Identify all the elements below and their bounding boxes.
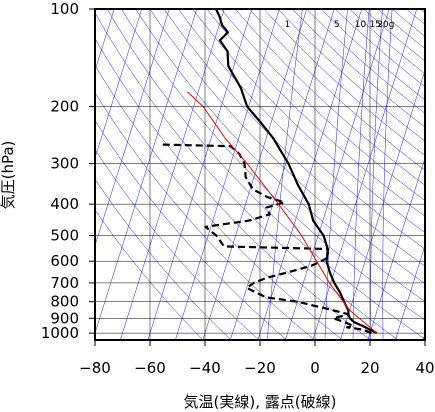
isotherm-line bbox=[175, 9, 280, 340]
y-tick-label: 100 bbox=[50, 0, 79, 18]
isotherm-line bbox=[120, 9, 225, 340]
x-tick-label: −20 bbox=[244, 359, 276, 377]
y-tick-label: 900 bbox=[50, 309, 79, 327]
mixing-ratio-line bbox=[267, 9, 303, 340]
x-tick-label: 20 bbox=[360, 359, 379, 377]
mixing-ratio-label: 10 bbox=[355, 20, 367, 30]
isotherm-line bbox=[312, 9, 417, 340]
mixing-ratio-line bbox=[352, 9, 370, 340]
dry-adiabat-line bbox=[277, 9, 425, 142]
dry-adiabat-line bbox=[95, 92, 315, 340]
x-tick-label: −40 bbox=[189, 359, 221, 377]
parcel-line bbox=[186, 91, 378, 334]
isotherm-line bbox=[95, 9, 197, 334]
series-layer bbox=[162, 9, 378, 335]
mixing-ratio-label: 20g bbox=[377, 20, 394, 30]
mixing-ratio-label: 1 bbox=[285, 20, 291, 30]
dry-adiabat-line bbox=[95, 209, 204, 340]
dry-adiabat-line bbox=[95, 64, 343, 340]
y-tick-label: 200 bbox=[50, 98, 79, 116]
mixing-ratio-label: 5 bbox=[334, 20, 340, 30]
dry-adiabat-line bbox=[95, 120, 287, 340]
isotherm-line bbox=[95, 9, 170, 247]
x-axis-title: 気温(実線), 露点(破線) bbox=[184, 393, 337, 411]
dry-adiabat-line bbox=[206, 9, 425, 217]
axes: −80 −60 −40 −20 0 20 40 100 200 300 400 500 600 70080… bbox=[41, 0, 435, 377]
isotherm-line bbox=[202, 9, 307, 340]
mixing-ratio-label: 15 bbox=[369, 20, 380, 30]
isotherm-line bbox=[230, 9, 335, 340]
isotherm-line bbox=[340, 69, 425, 340]
isotherm-line bbox=[285, 9, 390, 340]
dry-adiabat-line bbox=[391, 9, 425, 37]
isotherm-line bbox=[257, 9, 362, 340]
x-tick-label: 40 bbox=[415, 359, 434, 377]
dry-adiabat-line bbox=[95, 148, 259, 340]
y-tick-label: 400 bbox=[50, 195, 79, 213]
dry-adiabat-line bbox=[121, 9, 425, 321]
isotherm-line bbox=[367, 157, 425, 340]
dry-adiabat-line bbox=[135, 9, 425, 302]
dry-adiabat-line bbox=[178, 9, 425, 250]
isotherm-line bbox=[95, 9, 142, 159]
x-tick-label: −80 bbox=[79, 359, 111, 377]
y-tick-label: 700 bbox=[50, 274, 79, 292]
y-axis-title: 気圧(hPa) bbox=[0, 141, 17, 210]
dry-adiabat-line bbox=[106, 9, 425, 340]
y-tick-label: 600 bbox=[50, 252, 79, 270]
dry-adiabat-line bbox=[149, 9, 425, 284]
temperature-line bbox=[215, 9, 378, 335]
dry-adiabat-line bbox=[163, 9, 425, 267]
isotherm-line bbox=[395, 244, 425, 340]
dry-adiabat-line bbox=[420, 9, 425, 13]
dry-adiabat-line bbox=[95, 178, 232, 340]
dry-adiabat-line bbox=[235, 9, 425, 186]
x-tick-label: −60 bbox=[134, 359, 166, 377]
dry-adiabat-line bbox=[263, 9, 425, 156]
y-tick-label: 1000 bbox=[41, 324, 79, 342]
mixing-ratio-line bbox=[370, 9, 383, 340]
y-tick-label: 800 bbox=[50, 293, 79, 311]
dewpoint-line bbox=[162, 143, 372, 335]
dry-adiabat-line bbox=[292, 9, 425, 128]
y-tick-label: 500 bbox=[50, 227, 79, 245]
dry-adiabat-line bbox=[249, 9, 425, 171]
mixing-ratio-line bbox=[382, 9, 393, 340]
isotherm-line bbox=[95, 9, 115, 72]
x-tick-label: 0 bbox=[310, 359, 320, 377]
mixing-ratio-line bbox=[324, 9, 348, 340]
y-tick-label: 300 bbox=[50, 155, 79, 173]
dry-adiabat-line bbox=[95, 12, 399, 340]
isotherm-line bbox=[147, 9, 252, 340]
dry-adiabat-line bbox=[220, 9, 425, 201]
